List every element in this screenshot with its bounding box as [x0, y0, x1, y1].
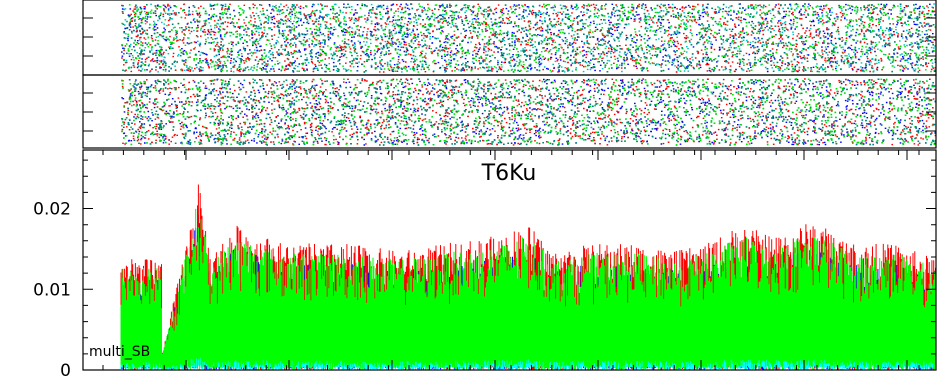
amplitude-traces: [120, 184, 936, 370]
phase-scatter-panel-top: [121, 3, 937, 73]
amplitude-panel-frame: [82, 149, 937, 371]
phase-points-phase-mid-4: [121, 78, 936, 146]
amplitude-series-3: [120, 208, 936, 370]
y-tick-label: 0.01: [33, 280, 71, 300]
y-tick-label: 0.02: [33, 200, 71, 220]
phase-points-phase-top-5: [121, 3, 937, 73]
phase-points-phase-mid-3: [121, 78, 937, 146]
y-tick-labels: 0 0.01 0.02: [33, 200, 71, 377]
phase-points-phase-top-4: [121, 3, 937, 73]
chart-title: T6Ku: [481, 161, 537, 186]
phase-points-phase-top-3: [121, 3, 937, 73]
tick-marks: [83, 17, 936, 371]
y-tick-label: 0: [60, 361, 71, 377]
chart-annotation: multi_SB: [89, 344, 150, 360]
axis-ticks: [83, 17, 936, 371]
